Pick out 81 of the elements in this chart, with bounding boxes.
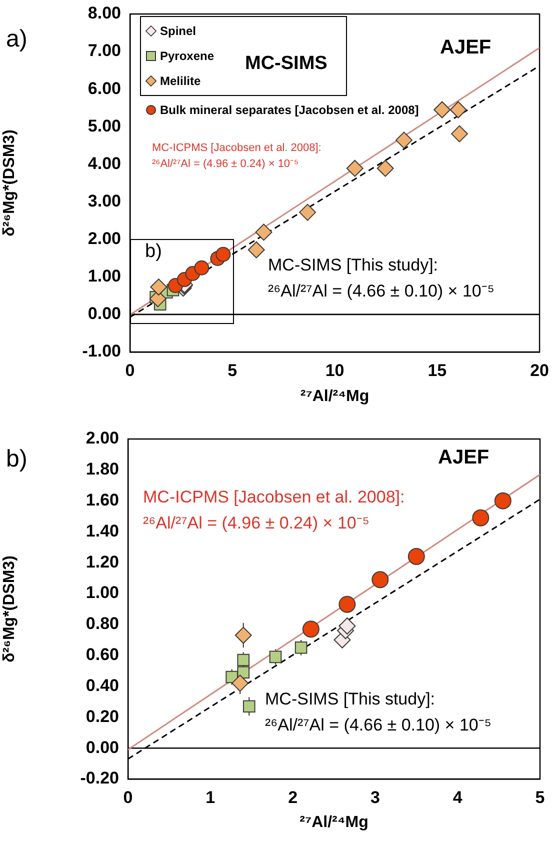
annotation: ²⁶Al/²⁷Al = (4.96 ± 0.24) × 10⁻⁵ xyxy=(152,158,299,170)
legend-label: Bulk mineral separates [Jacobsen et al. 2008] xyxy=(160,102,419,116)
point xyxy=(299,204,316,221)
y-tick-label: 0.20 xyxy=(86,706,119,726)
x-tick-label: 20 xyxy=(530,360,550,380)
point xyxy=(248,241,265,258)
point xyxy=(450,101,467,118)
legend-label: Pyroxene xyxy=(160,48,214,62)
x-tick-label: 10 xyxy=(325,360,344,380)
annotation: ²⁶Al/²⁷Al = (4.66 ± 0.10) × 10⁻⁵ xyxy=(268,282,494,301)
y-tick-label: 2.00 xyxy=(88,229,121,248)
y-tick-label: 1.40 xyxy=(86,521,119,540)
point xyxy=(269,650,282,664)
point xyxy=(408,548,425,565)
point xyxy=(232,674,249,692)
point xyxy=(372,571,389,588)
y-tick-label: 6.00 xyxy=(88,78,121,98)
y-tick-label: 1.00 xyxy=(86,583,119,602)
x-axis-title: ²⁷Al/²⁴Mg xyxy=(300,388,370,405)
y-tick-label: 1.80 xyxy=(86,460,119,479)
y-tick-label: -0.20 xyxy=(80,768,119,788)
point xyxy=(150,278,168,296)
x-tick-label: 5 xyxy=(228,360,238,380)
annotation: ²⁶Al/²⁷Al = (4.66 ± 0.10) × 10⁻⁵ xyxy=(265,716,492,735)
text: a) xyxy=(6,26,28,53)
y-tick-label: 0.40 xyxy=(86,676,119,695)
annotation: MC-SIMS [This study]: xyxy=(268,256,438,275)
point xyxy=(472,509,490,526)
point xyxy=(216,246,231,262)
annotation: b) xyxy=(145,241,162,262)
point xyxy=(237,666,250,679)
y-axis-title: δ²⁶Mg*(DSM3) xyxy=(1,556,18,662)
y-tick-label: 8.00 xyxy=(88,4,121,23)
annotation: MC-SIMS [This study]: xyxy=(265,690,436,709)
x-axis-title: ²⁷Al/²⁴Mg xyxy=(300,814,368,831)
legend-label: Melilite xyxy=(160,74,201,88)
point xyxy=(434,101,451,118)
x-tick-label: 0 xyxy=(123,788,133,807)
point xyxy=(294,641,308,654)
y-tick-label: 0.00 xyxy=(86,738,119,757)
point xyxy=(338,596,356,613)
x-tick-label: 0 xyxy=(125,360,135,380)
y-tick-label: 1.20 xyxy=(86,552,119,572)
y-tick-label: 0.80 xyxy=(86,614,119,634)
x-tick-label: 1 xyxy=(206,788,216,807)
x-tick-label: 15 xyxy=(428,360,447,380)
point xyxy=(376,160,394,177)
annotation: MC-ICPMS [Jacobsen et al. 2008]: xyxy=(143,488,405,507)
y-tick-label: 0.60 xyxy=(86,645,119,664)
legend-label: Spinel xyxy=(160,24,196,38)
annotation: AJEF xyxy=(440,36,492,59)
point xyxy=(450,125,468,142)
point xyxy=(194,260,210,276)
point xyxy=(346,160,364,177)
point xyxy=(338,618,356,634)
annotation: AJEF xyxy=(438,446,490,469)
annotation: MC-ICPMS [Jacobsen et al. 2008]: xyxy=(152,142,322,154)
y-axis-title: δ²⁶Mg*(DSM3) xyxy=(1,130,18,236)
y-tick-label: 1.60 xyxy=(86,490,119,510)
annotation: ²⁶Al/²⁷Al = (4.96 ± 0.24) × 10⁻⁵ xyxy=(143,514,370,533)
point xyxy=(255,224,272,241)
text: b) xyxy=(6,446,28,473)
point xyxy=(395,132,412,149)
y-tick-label: 7.00 xyxy=(88,41,121,60)
y-tick-label: -1.00 xyxy=(82,342,121,361)
point xyxy=(242,700,256,713)
y-tick-label: 4.00 xyxy=(88,154,121,173)
y-tick-label: 3.00 xyxy=(88,191,121,210)
legend-title: MC-SIMS xyxy=(245,53,328,75)
y-tick-label: 2.00 xyxy=(86,428,119,448)
point xyxy=(234,626,252,644)
point xyxy=(302,620,320,638)
x-tick-label: 4 xyxy=(452,788,463,807)
x-tick-label: 5 xyxy=(535,788,545,807)
x-tick-label: 3 xyxy=(370,788,380,807)
y-tick-label: 0.00 xyxy=(88,304,121,324)
point xyxy=(494,492,512,510)
point xyxy=(237,654,250,666)
x-tick-label: 2 xyxy=(288,788,298,807)
y-tick-label: 5.00 xyxy=(88,116,121,136)
y-tick-label: 1.00 xyxy=(88,266,121,286)
